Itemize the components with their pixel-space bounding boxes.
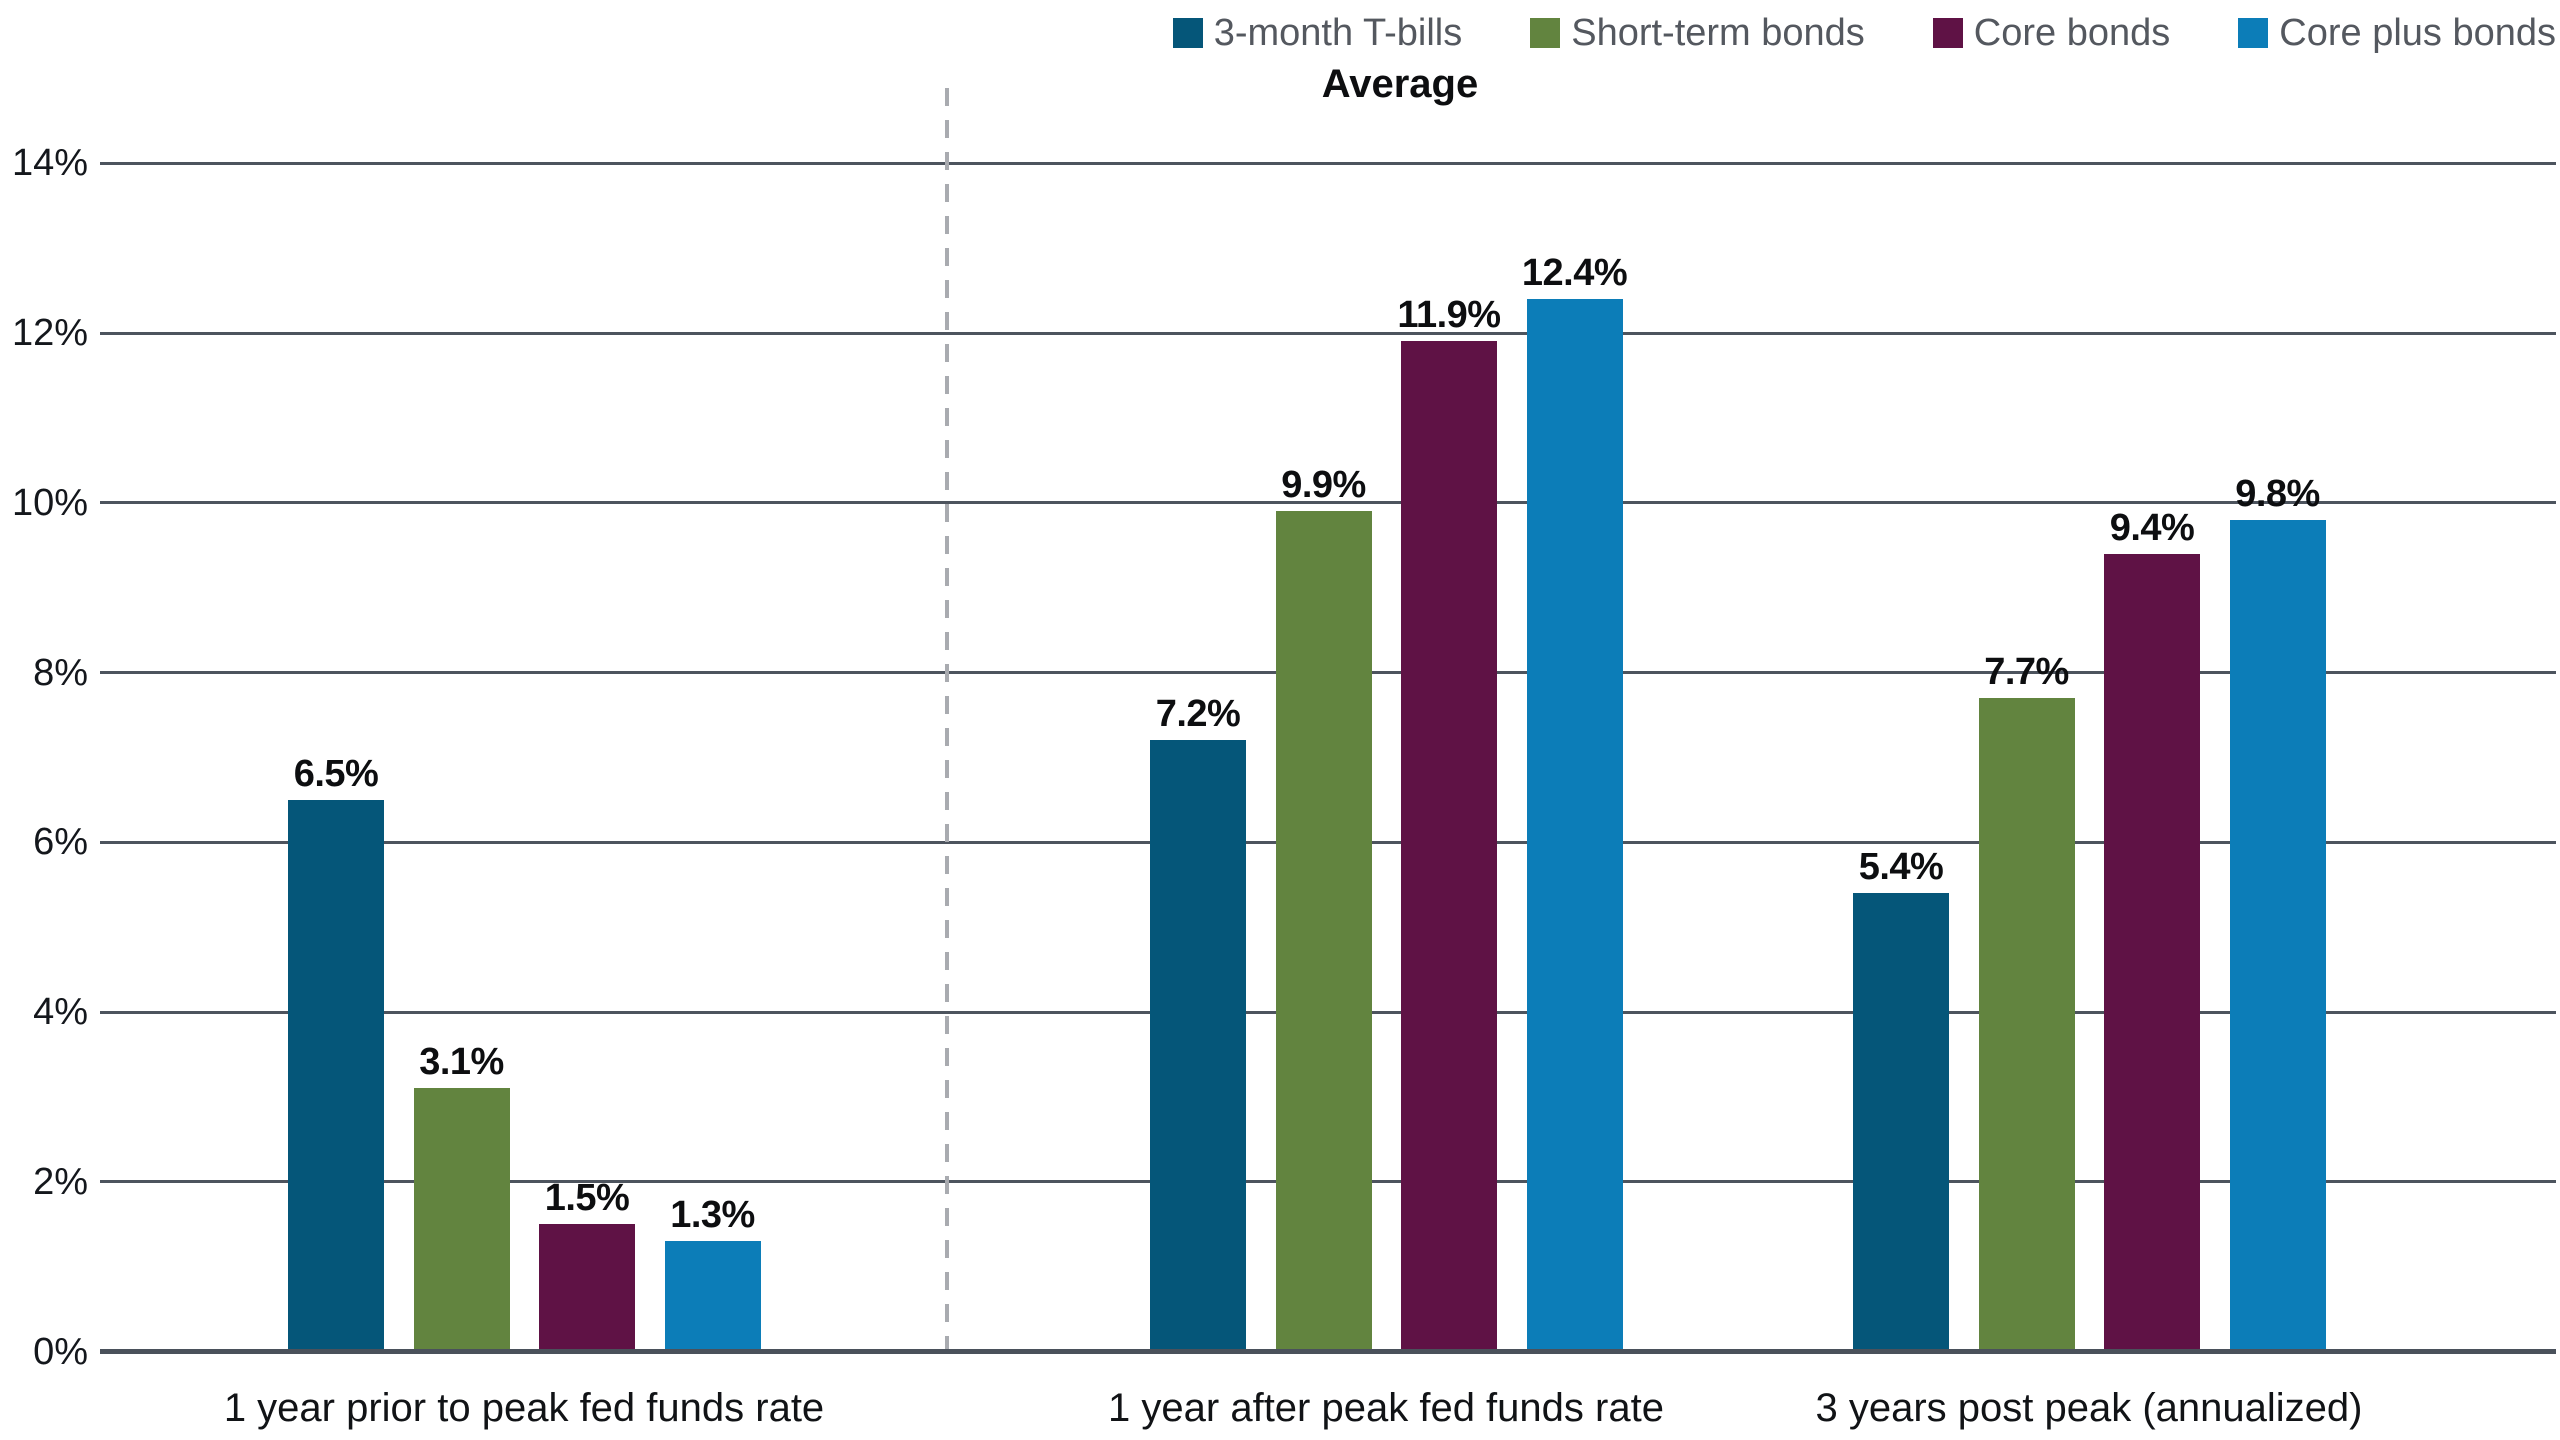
bar-value-label: 3.1% — [419, 1041, 504, 1084]
legend-label: Short-term bonds — [1571, 12, 1865, 54]
legend-item-short-term-bonds: Short-term bonds — [1530, 12, 1865, 54]
bar-3-month-t-bills — [288, 799, 384, 1352]
category-label: 3 years post peak (annualized) — [1815, 1386, 2363, 1430]
gridline — [100, 331, 2556, 335]
bar-value-label: 7.2% — [1155, 693, 1241, 736]
bar-core-plus-bonds — [664, 1241, 761, 1352]
bar-core-bonds — [2104, 553, 2200, 1352]
bar-short-term-bonds — [1978, 697, 2075, 1352]
category-label: 1 year prior to peak fed funds rate — [223, 1386, 825, 1430]
legend-swatch — [1172, 18, 1203, 48]
bar-core-plus-bonds — [1526, 299, 1623, 1352]
chart-title: Average — [1321, 62, 1479, 106]
bar-value-label: 11.9% — [1397, 294, 1501, 337]
bar-value-label: 12.4% — [1521, 252, 1628, 295]
y-axis-tick-label: 8% — [33, 651, 88, 694]
bar-3-month-t-bills — [1150, 740, 1246, 1352]
bar-value-label: 6.5% — [293, 752, 379, 795]
bar-3-month-t-bills — [1853, 893, 1949, 1352]
bar-short-term-bonds — [413, 1088, 510, 1352]
legend-swatch — [1530, 18, 1561, 48]
legend-item-3-month-t-bills: 3-month T-bills — [1172, 12, 1463, 54]
legend-item-core-bonds: Core bonds — [1932, 12, 2171, 54]
legend-swatch — [1932, 18, 1963, 48]
bar-short-term-bonds — [1275, 511, 1372, 1352]
bar-value-label: 9.8% — [2235, 472, 2320, 515]
dashed-separator — [945, 88, 949, 1352]
chart-legend: 3-month T-bills Short-term bonds Core bond… — [1172, 12, 2556, 54]
y-axis-tick-label: 0% — [33, 1330, 88, 1373]
legend-swatch — [2238, 18, 2269, 48]
bar-value-label: 1.5% — [544, 1177, 630, 1220]
bar-value-label: 1.3% — [670, 1194, 755, 1237]
bar-core-bonds — [1401, 341, 1497, 1352]
y-axis-tick-label: 10% — [11, 481, 88, 524]
gridline — [100, 501, 2556, 505]
y-axis-tick-label: 14% — [11, 142, 88, 185]
bar-value-label: 7.7% — [1984, 650, 2069, 693]
y-axis-tick-label: 12% — [11, 312, 88, 354]
gridline — [100, 161, 2556, 165]
y-axis-tick-label: 6% — [33, 821, 88, 864]
y-axis-tick-label: 2% — [33, 1160, 88, 1203]
legend-label: Core bonds — [1973, 12, 2171, 54]
x-axis-line — [100, 1349, 2556, 1354]
bar-core-bonds — [539, 1224, 635, 1352]
bar-core-plus-bonds — [2229, 519, 2326, 1352]
legend-label: Core plus bonds — [2279, 12, 2556, 54]
y-axis-tick-label: 4% — [33, 991, 88, 1033]
bar-value-label: 9.4% — [2109, 506, 2195, 549]
legend-label: 3-month T-bills — [1213, 12, 1463, 54]
category-label: 1 year after peak fed funds rate — [1108, 1386, 1664, 1430]
bar-value-label: 9.9% — [1281, 464, 1366, 507]
bar-value-label: 5.4% — [1858, 846, 1944, 889]
legend-item-core-plus-bonds: Core plus bonds — [2238, 12, 2556, 54]
